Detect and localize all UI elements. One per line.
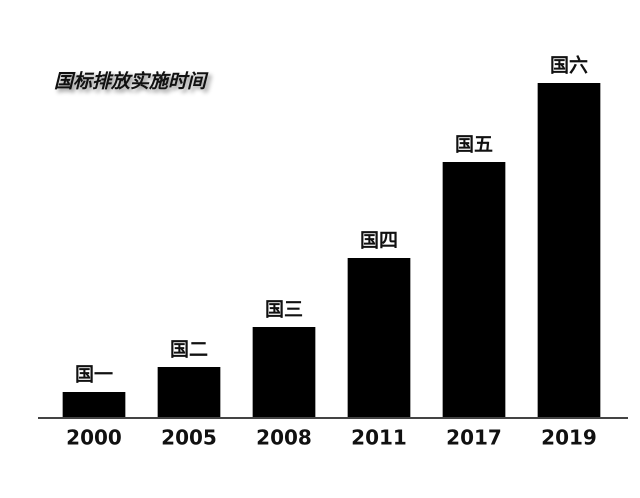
x-tick-label: 2019 (541, 426, 597, 450)
bar-label: 国三 (265, 299, 303, 321)
bar (442, 162, 506, 418)
bar-label: 国一 (75, 364, 113, 386)
bar (537, 83, 601, 418)
bar (347, 258, 411, 418)
bar-label: 国二 (170, 339, 208, 361)
x-tick-label: 2011 (351, 426, 407, 450)
bar (157, 367, 221, 418)
x-tick-label: 2000 (66, 426, 122, 450)
x-tick-label: 2005 (161, 426, 217, 450)
bar (62, 392, 126, 418)
bar-label: 国六 (550, 54, 588, 77)
bar-label: 国五 (455, 134, 493, 156)
x-tick-label: 2008 (256, 426, 312, 450)
bar-label: 国四 (360, 230, 398, 252)
bar (252, 327, 316, 418)
x-tick-label: 2017 (446, 426, 502, 450)
chart-title: 国标排放实施时间 (54, 71, 209, 93)
